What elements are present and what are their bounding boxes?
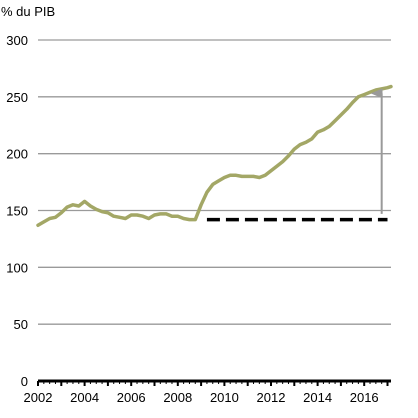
y-tick-label-0: 0 xyxy=(21,374,28,389)
y-axis-label: % du PIB xyxy=(1,4,55,19)
annotations xyxy=(206,88,388,222)
y-tick-label-50: 50 xyxy=(14,317,28,332)
x-tick-label-2016: 2016 xyxy=(350,390,379,405)
y-tick-label-150: 150 xyxy=(6,204,28,219)
x-tick-label-2006: 2006 xyxy=(117,390,146,405)
x-tick-label-2014: 2014 xyxy=(303,390,332,405)
series-line xyxy=(36,84,393,228)
y-tick-label-200: 200 xyxy=(6,147,28,162)
x-tick-label-2008: 2008 xyxy=(163,390,192,405)
x-tick-label-2002: 2002 xyxy=(24,390,53,405)
x-tick-label-2004: 2004 xyxy=(70,390,99,405)
x-tick-label-2010: 2010 xyxy=(210,390,239,405)
y-tick-label-100: 100 xyxy=(6,260,28,275)
x-axis xyxy=(37,379,391,386)
y-tick-label-250: 250 xyxy=(6,90,28,105)
x-axis-ticks: 2002 2004 2006 2008 2010 2012 2014 2016 xyxy=(24,390,379,405)
y-tick-label-300: 300 xyxy=(6,33,28,48)
y-axis-ticks: 0 50 100 150 200 250 300 xyxy=(6,33,28,389)
series-group xyxy=(36,84,393,228)
x-tick-label-2012: 2012 xyxy=(257,390,286,405)
